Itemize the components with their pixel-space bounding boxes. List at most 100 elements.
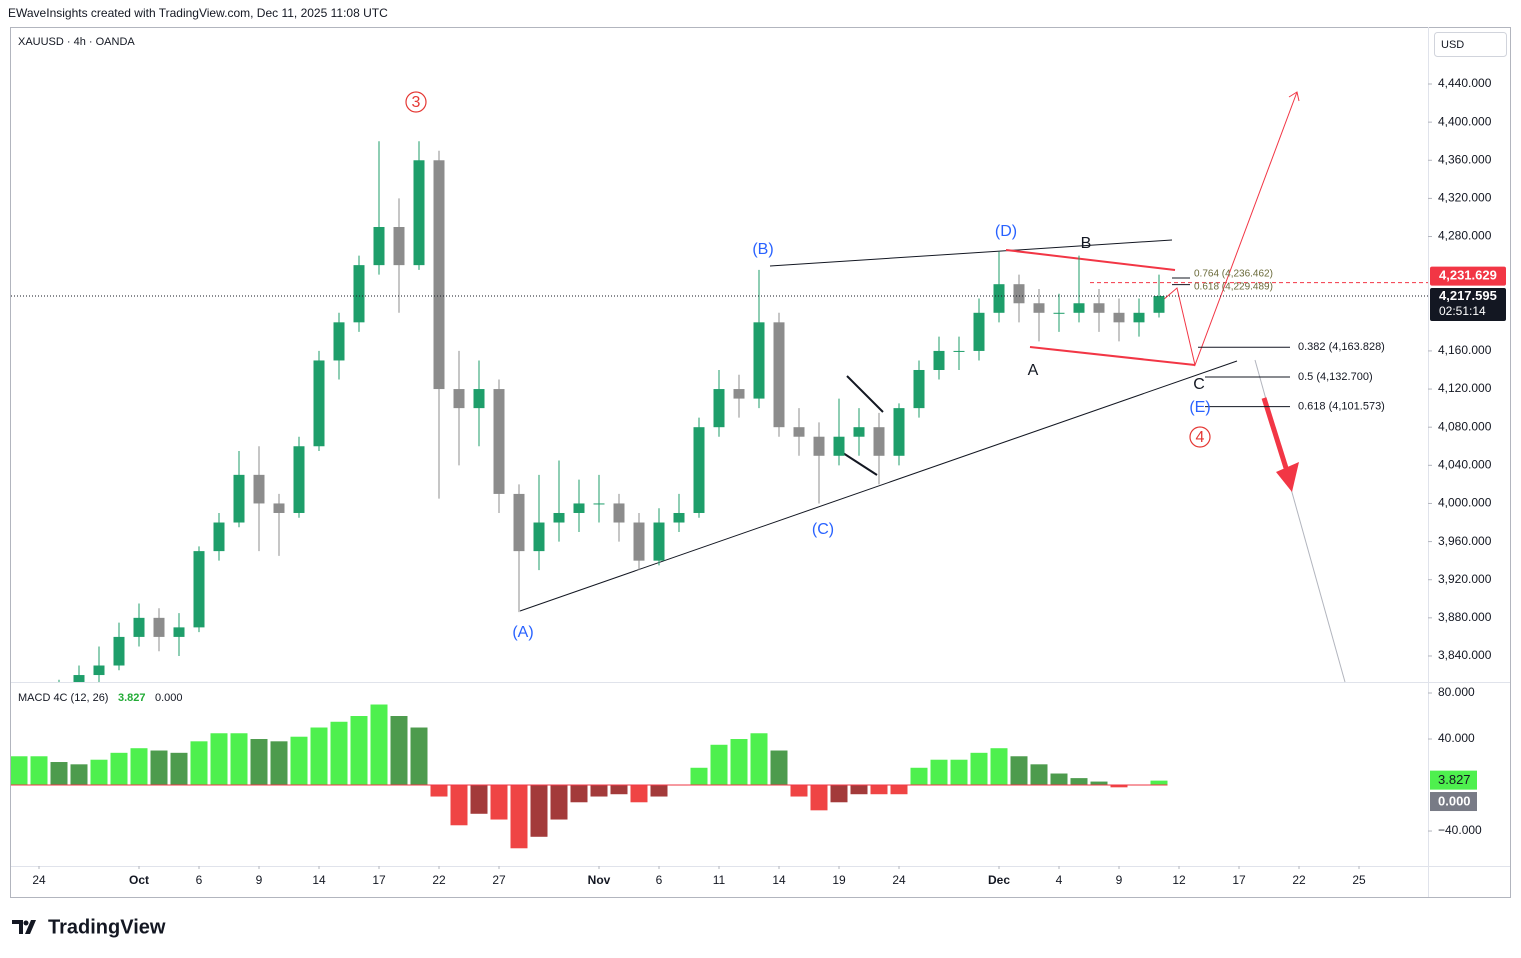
macd-bar — [870, 785, 888, 795]
candle-body — [213, 522, 225, 552]
macd-bar — [910, 767, 928, 786]
x-tick-label: 14 — [772, 873, 786, 887]
currency[interactable]: USD — [1441, 39, 1464, 51]
macd-bar — [610, 785, 628, 795]
candle-body — [433, 160, 445, 390]
macd-bar — [190, 741, 208, 786]
y-tick-label: 4,360.000 — [1438, 152, 1492, 166]
wave-label: 4 — [1196, 429, 1205, 446]
x-tick-label: 6 — [196, 873, 203, 887]
y-tick-label: 4,080.000 — [1438, 419, 1492, 433]
candle-body — [333, 322, 345, 361]
currency-button[interactable] — [1434, 32, 1507, 57]
macd-bar — [550, 785, 568, 820]
candle-body — [73, 675, 85, 682]
candle-body — [873, 427, 885, 456]
x-tick-label: 19 — [832, 873, 846, 887]
candle-body — [613, 503, 625, 523]
trendline — [842, 452, 878, 476]
candle-body — [413, 160, 425, 266]
macd-legend-value: 3.827 — [118, 692, 146, 704]
y-tick-label: 40.000 — [1438, 731, 1475, 745]
macd-bar — [1150, 780, 1168, 786]
macd-bar — [330, 721, 348, 786]
macd-bar — [510, 785, 528, 849]
candle-body — [153, 617, 165, 637]
candle-body — [1133, 312, 1145, 323]
channel-line — [1029, 346, 1196, 366]
macd-bar — [690, 767, 708, 786]
macd-bar — [850, 785, 868, 795]
candle-body — [593, 503, 605, 505]
candle-body — [493, 389, 505, 494]
projection-path — [1162, 91, 1298, 367]
macd-bar — [350, 716, 368, 786]
macd-bar — [170, 752, 188, 786]
candle-body — [233, 474, 245, 523]
trendline — [769, 239, 1173, 267]
candle-body — [933, 350, 945, 370]
symbol-legend: XAUUSD · 4h · OANDA — [18, 36, 135, 48]
y-tick-label: 3,960.000 — [1438, 534, 1492, 548]
wave-label: B — [1081, 235, 1092, 252]
candle-body — [993, 284, 1005, 313]
candle-body — [293, 446, 305, 513]
x-tick-label: 25 — [1352, 873, 1366, 887]
candle-body — [793, 427, 805, 437]
macd-bar — [890, 785, 908, 795]
macd-bar — [110, 752, 128, 786]
macd-bar — [990, 748, 1008, 786]
x-tick-label: 6 — [656, 873, 663, 887]
candle-body — [373, 226, 385, 266]
macd-bar — [11, 756, 28, 786]
x-tick-label: 4 — [1056, 873, 1063, 887]
x-tick-label: 24 — [892, 873, 906, 887]
candle-body — [813, 436, 825, 456]
macd-bar — [50, 762, 68, 786]
macd-bar — [430, 785, 448, 797]
y-tick-label: 4,000.000 — [1438, 496, 1492, 510]
macd-bar — [30, 756, 48, 786]
trendline — [846, 375, 884, 413]
fib-label: 0.382 (4,163.828) — [1298, 341, 1385, 353]
header: EWaveInsights created with TradingView.c… — [8, 6, 388, 20]
candle-body — [473, 389, 485, 409]
candle-body — [733, 389, 745, 399]
macd-bar — [1090, 781, 1108, 786]
y-tick-label: 4,040.000 — [1438, 457, 1492, 471]
macd-bar — [1050, 773, 1068, 786]
candle-body — [113, 636, 125, 666]
candle-body — [653, 522, 665, 561]
wave-label: (D) — [995, 223, 1017, 240]
wave-label: (B) — [752, 241, 773, 258]
macd-bar — [290, 736, 308, 786]
candle-body — [833, 436, 845, 456]
macd-bar — [370, 704, 388, 786]
y-tick-label: 4,400.000 — [1438, 114, 1492, 128]
last-price: 4,217.595 — [1439, 288, 1497, 303]
macd-histogram — [11, 704, 1168, 849]
candle-body — [753, 322, 765, 399]
y-tick-label: 80.000 — [1438, 685, 1475, 699]
wave-circle — [1189, 426, 1211, 448]
down-arrow — [1261, 397, 1289, 469]
candle-body — [313, 360, 325, 447]
down-arrow-head — [1276, 462, 1299, 492]
y-tick-label: 4,280.000 — [1438, 229, 1492, 243]
macd-bar — [970, 752, 988, 786]
macd-bar — [470, 785, 488, 814]
wave-label: A — [1028, 362, 1039, 379]
macd-bar — [150, 750, 168, 786]
candle-body — [913, 369, 925, 409]
macd-bar — [270, 741, 288, 786]
logo-dot — [23, 920, 29, 926]
macd-bar — [250, 739, 268, 786]
macd-bar — [90, 759, 108, 786]
x-tick-label: 22 — [432, 873, 446, 887]
candle-body — [513, 493, 525, 552]
frame — [10, 27, 1511, 898]
candle-body — [1073, 303, 1085, 313]
fib-label: 0.764 (4,236.462) — [1194, 269, 1273, 280]
macd-bar — [650, 785, 668, 797]
